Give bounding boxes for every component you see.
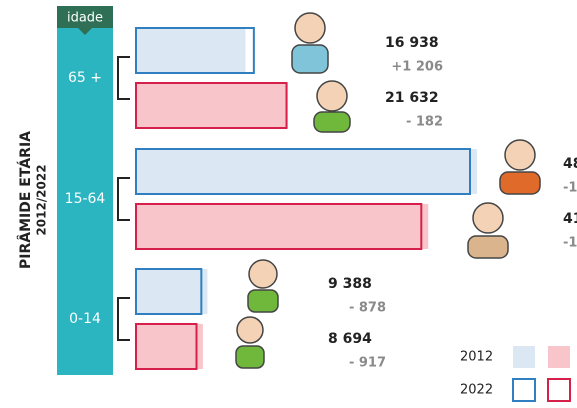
bracket <box>118 298 130 340</box>
value-label: 9 388 <box>328 276 372 292</box>
bar-2012 <box>136 324 203 369</box>
value-label: 16 938 <box>385 35 439 51</box>
axis-label: idade <box>67 11 103 26</box>
bar-2012 <box>136 83 288 128</box>
value-label: 41000 <box>563 211 577 227</box>
change-label: - 917 <box>349 356 386 371</box>
bar-2012 <box>136 28 245 73</box>
change-label: - 878 <box>349 301 386 316</box>
legend-swatch <box>548 379 570 401</box>
legend-label: 2012 <box>460 350 493 365</box>
value-label: 8 694 <box>328 331 372 347</box>
legend-label: 2022 <box>460 383 493 398</box>
legend-swatch <box>513 346 535 368</box>
bar-2012 <box>136 204 428 249</box>
bracket <box>118 57 130 99</box>
age-label: 15-64 <box>65 191 106 207</box>
value-label: 21 632 <box>385 90 439 106</box>
change-label: - 182 <box>406 115 443 130</box>
age-label: 0-14 <box>69 311 101 327</box>
chart-title: PIRÂMIDE ETÁRIA <box>17 131 34 269</box>
value-label: 48000 <box>563 156 577 172</box>
change-label: +1 206 <box>391 60 443 75</box>
change-label: -1000 <box>563 181 577 196</box>
legend-swatch <box>513 379 535 401</box>
bracket <box>118 178 130 220</box>
change-label: -1000 <box>563 236 577 251</box>
chart-subtitle: 2012/2022 <box>35 164 49 235</box>
chart: idade PIRÂMIDE ETÁRIA 2012/2022 65 + 16 9… <box>0 0 577 408</box>
legend-swatch <box>548 346 570 368</box>
bar-2012 <box>136 149 477 194</box>
bar-2012 <box>136 269 207 314</box>
age-label: 65 + <box>68 70 102 86</box>
